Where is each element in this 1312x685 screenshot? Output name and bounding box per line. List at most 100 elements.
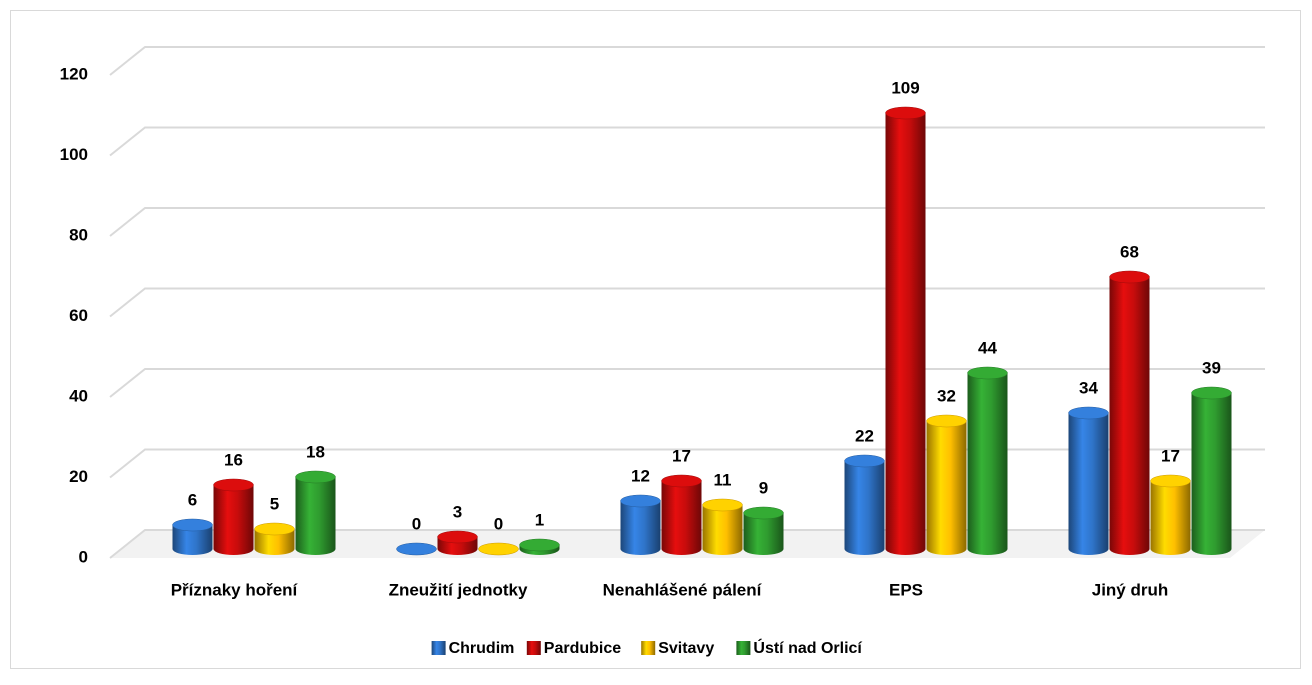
- data-label: 44: [978, 338, 997, 357]
- data-label: 39: [1202, 358, 1221, 377]
- bar-body: [1068, 413, 1109, 555]
- bar: [844, 454, 885, 555]
- bar: [926, 414, 967, 555]
- data-label: 16: [224, 450, 243, 469]
- data-label: 1: [535, 510, 544, 529]
- bar: [1109, 270, 1150, 555]
- bar-body: [885, 113, 926, 555]
- bar-top: [295, 470, 336, 484]
- y-tick-label: 40: [69, 386, 88, 405]
- y-tick-label: 100: [60, 145, 88, 164]
- bar: [172, 518, 213, 555]
- bar-top: [1068, 406, 1109, 420]
- y-tick-label: 80: [69, 225, 88, 244]
- bar-top: [396, 542, 437, 556]
- bar-body: [1150, 481, 1191, 555]
- bar-body: [967, 373, 1008, 555]
- data-label: 3: [453, 502, 462, 521]
- bar: [396, 542, 437, 556]
- legend-label: Chrudim: [449, 640, 515, 657]
- legend-label: Pardubice: [544, 640, 621, 657]
- legend-swatch: [526, 641, 541, 655]
- data-label: 9: [759, 478, 768, 497]
- bar-top: [743, 506, 784, 520]
- bar: [254, 522, 295, 555]
- legend-swatch: [641, 641, 656, 655]
- bar: [295, 470, 336, 555]
- bar: [519, 538, 560, 555]
- bar-top: [213, 478, 254, 492]
- grid-line: [109, 46, 1265, 76]
- legend-label: Ústí nad Orlicí: [753, 638, 862, 657]
- bar-top: [478, 542, 519, 556]
- data-label: 11: [714, 470, 732, 489]
- bar-top: [437, 530, 478, 544]
- bar: [967, 366, 1008, 555]
- bar-top: [661, 474, 702, 488]
- data-label: 34: [1079, 378, 1098, 397]
- bar-body: [620, 501, 661, 555]
- bar-body: [844, 461, 885, 555]
- legend-swatch: [431, 641, 446, 655]
- y-tick-label: 0: [79, 547, 88, 566]
- bar-top: [926, 414, 967, 428]
- bar-body: [1109, 277, 1150, 555]
- bar-top: [519, 538, 560, 552]
- data-label: 0: [494, 514, 503, 533]
- bar-body: [295, 477, 336, 555]
- bar: [743, 506, 784, 555]
- bar-top: [254, 522, 295, 536]
- bar-body: [1191, 393, 1232, 555]
- x-tick-label: Nenahlášené pálení: [603, 580, 763, 599]
- bar: [478, 542, 519, 556]
- data-label: 109: [891, 78, 919, 97]
- data-label: 68: [1120, 242, 1139, 261]
- bar: [1191, 386, 1232, 555]
- legend-label: Svitavy: [658, 640, 714, 657]
- x-tick-label: Příznaky hoření: [171, 580, 299, 599]
- bar-body: [213, 485, 254, 555]
- bar: [702, 498, 743, 555]
- x-tick-label: Jiný druh: [1092, 580, 1169, 599]
- data-label: 18: [306, 442, 325, 461]
- data-label: 32: [937, 386, 956, 405]
- legend-swatch: [736, 641, 751, 655]
- y-tick-label: 60: [69, 306, 88, 325]
- bar-top: [967, 366, 1008, 380]
- data-label: 17: [1161, 446, 1180, 465]
- bar-top: [702, 498, 743, 512]
- bar-top: [620, 494, 661, 508]
- bar-body: [743, 513, 784, 555]
- x-tick-label: EPS: [889, 580, 923, 599]
- chart-frame: [10, 10, 1301, 669]
- bar-body: [172, 525, 213, 555]
- bar: [437, 530, 478, 555]
- bar-top: [1109, 270, 1150, 284]
- bar-body: [661, 481, 702, 555]
- bar: [885, 106, 926, 555]
- x-tick-label: Zneužití jednotky: [389, 580, 528, 599]
- data-label: 5: [270, 494, 279, 513]
- bar-top: [885, 106, 926, 120]
- bar-body: [926, 421, 967, 555]
- bar: [661, 474, 702, 555]
- bar: [620, 494, 661, 555]
- data-label: 17: [672, 446, 691, 465]
- bar: [213, 478, 254, 555]
- y-tick-label: 20: [69, 467, 88, 486]
- bar-body: [702, 505, 743, 555]
- bar-top: [844, 454, 885, 468]
- data-label: 6: [188, 490, 197, 509]
- y-tick-label: 120: [60, 64, 88, 83]
- data-label: 22: [855, 426, 874, 445]
- bar-top: [1150, 474, 1191, 488]
- data-label: 0: [412, 514, 421, 533]
- bar: [1150, 474, 1191, 555]
- bar: [1068, 406, 1109, 555]
- bar-body: [254, 529, 295, 555]
- bar-top: [172, 518, 213, 532]
- bar-top: [1191, 386, 1232, 400]
- data-label: 12: [631, 466, 650, 485]
